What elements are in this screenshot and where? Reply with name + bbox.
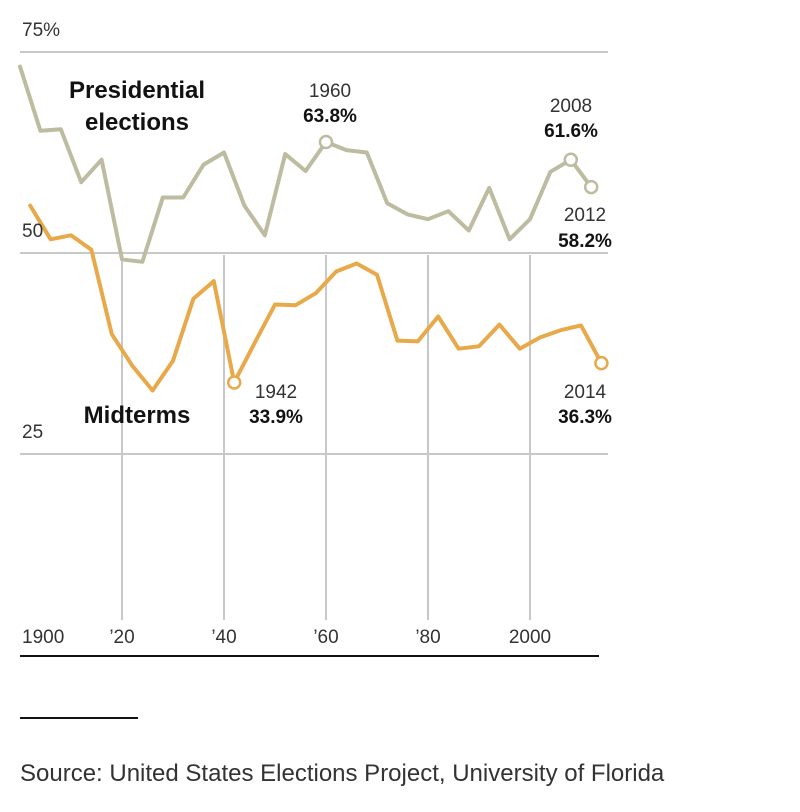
annotation-value: 36.3% [558,407,612,428]
annotation-year: 1960 [309,81,351,102]
x-tick-label: 1900 [22,627,64,648]
annotation-marker [594,355,609,371]
labels: 75% 50 25 1900 ’20 ’40 ’60 ’80 2000 Presidential e… [22,20,612,648]
y-tick-label: 50 [22,221,43,242]
source-note: Source: United States Elections Project,… [20,760,665,787]
series-lines [18,64,604,393]
annotation-value: 33.9% [249,407,303,428]
annotation-value: 58.2% [558,231,612,252]
annotation-year: 2008 [550,96,592,117]
presidential-series-label: Presidential [69,77,205,104]
x-tick-label: 2000 [509,627,551,648]
source-divider [20,717,138,719]
gridlines [20,51,608,620]
annotation-marker [563,152,579,167]
y-tick-label: 25 [22,422,43,443]
annotation-marker [583,179,599,195]
turnout-chart: 75% 50 25 1900 ’20 ’40 ’60 ’80 2000 Presidential e… [18,20,612,657]
presidential-line [18,64,594,264]
presidential-series-label: elections [85,109,189,136]
x-tick-label: ’80 [415,627,440,648]
midterm-series-label: Midterms [84,402,191,429]
annotation-year: 2014 [564,382,607,403]
annotation-year: 2012 [564,205,606,226]
x-tick-label: ’20 [109,627,134,648]
annotation-marker [318,134,334,150]
annotation-year: 1942 [255,382,297,403]
annotation-marker [226,375,242,390]
midterm-line [28,203,604,393]
y-tick-label: 75% [22,20,60,41]
x-tick-label: ’40 [211,627,236,648]
annotation-value: 63.8% [303,106,357,127]
annotation-value: 61.6% [544,121,598,142]
x-tick-label: ’60 [313,627,338,648]
